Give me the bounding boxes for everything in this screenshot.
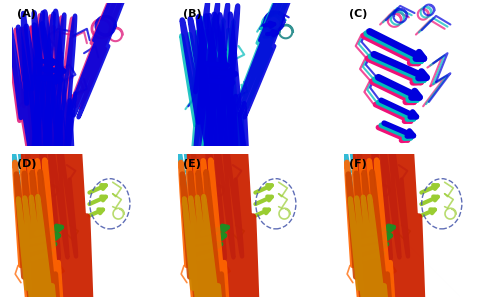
Text: (E): (E) xyxy=(182,159,200,169)
Text: (C): (C) xyxy=(348,9,367,19)
Text: (A): (A) xyxy=(16,9,36,19)
Text: (F): (F) xyxy=(348,159,366,169)
Text: (B): (B) xyxy=(182,9,201,19)
Text: (D): (D) xyxy=(16,159,36,169)
